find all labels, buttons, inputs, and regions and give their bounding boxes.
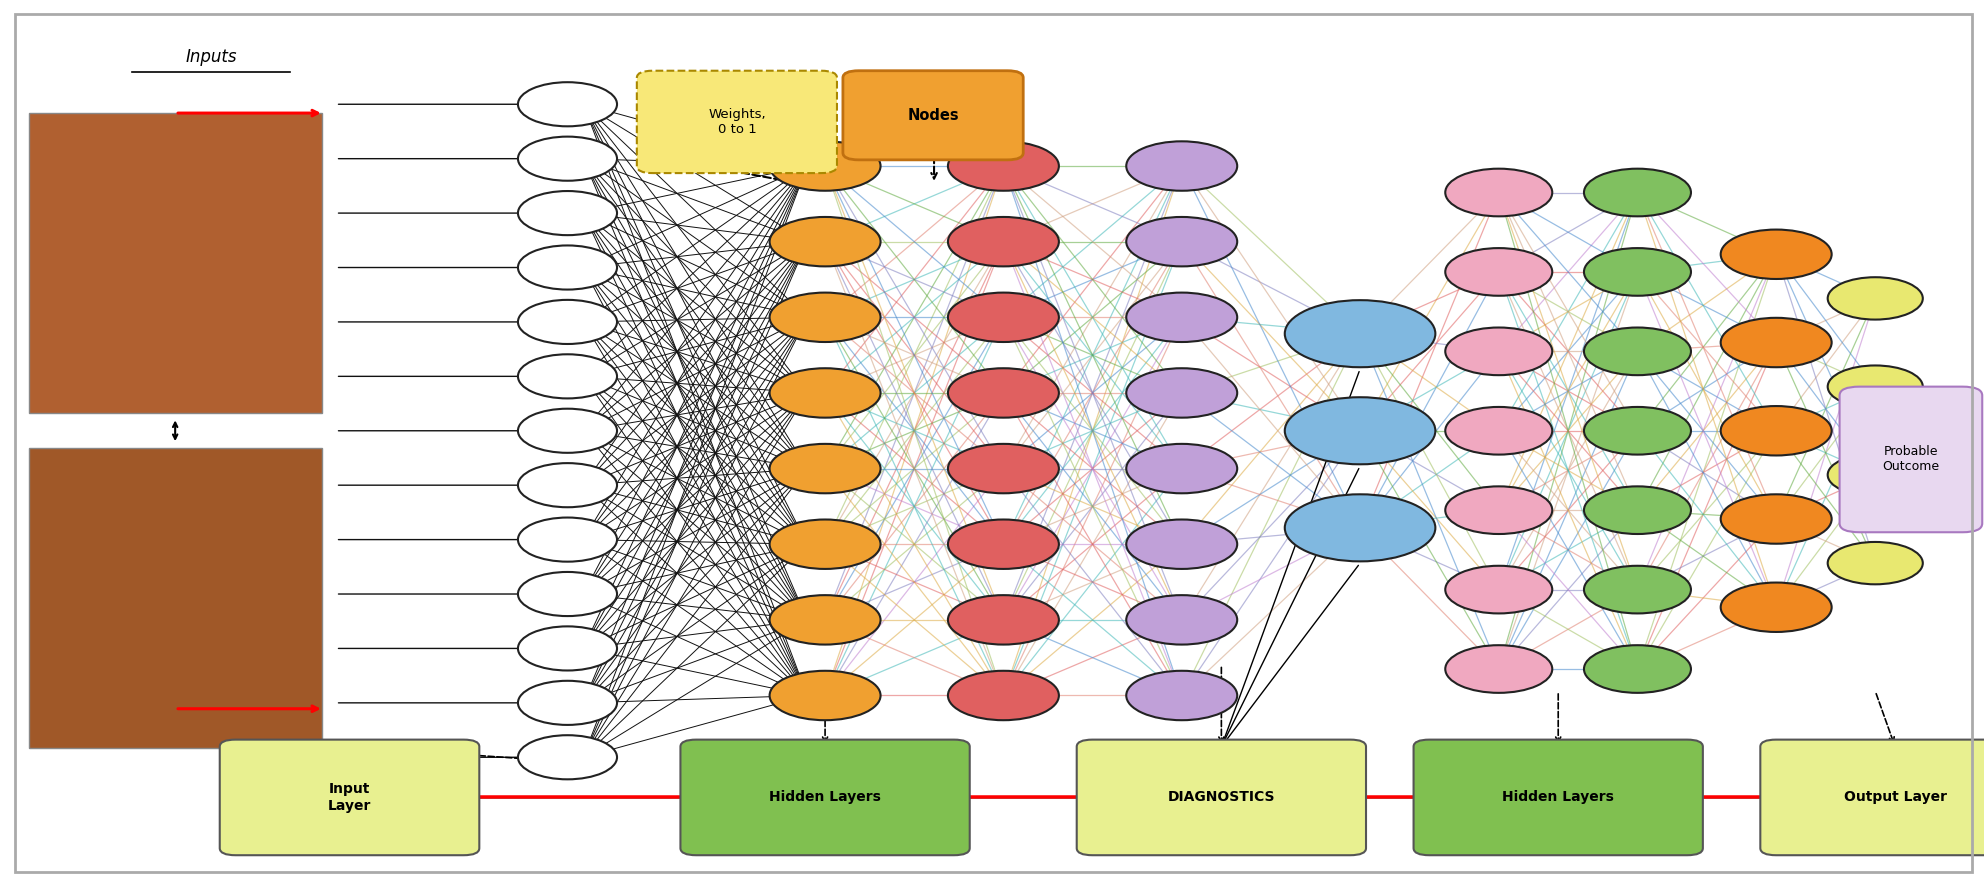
Text: Hidden Layers: Hidden Layers bbox=[769, 790, 880, 805]
Circle shape bbox=[1127, 519, 1238, 569]
Circle shape bbox=[519, 137, 618, 181]
Circle shape bbox=[948, 670, 1059, 720]
Circle shape bbox=[1584, 407, 1691, 455]
Circle shape bbox=[1584, 566, 1691, 614]
Circle shape bbox=[1286, 397, 1435, 464]
Circle shape bbox=[948, 369, 1059, 417]
Text: Weights,
0 to 1: Weights, 0 to 1 bbox=[707, 108, 765, 136]
FancyBboxPatch shape bbox=[842, 71, 1023, 160]
Circle shape bbox=[948, 519, 1059, 569]
Circle shape bbox=[1127, 444, 1238, 494]
Circle shape bbox=[1584, 487, 1691, 534]
Circle shape bbox=[1445, 407, 1552, 455]
Circle shape bbox=[948, 217, 1059, 266]
Circle shape bbox=[1127, 369, 1238, 417]
Circle shape bbox=[1286, 495, 1435, 561]
Circle shape bbox=[519, 464, 618, 507]
Circle shape bbox=[769, 217, 880, 266]
Circle shape bbox=[519, 572, 618, 616]
Bar bbox=[28, 448, 322, 749]
Circle shape bbox=[519, 191, 618, 235]
Circle shape bbox=[1127, 141, 1238, 191]
Circle shape bbox=[1445, 248, 1552, 296]
FancyBboxPatch shape bbox=[1760, 740, 1987, 855]
Circle shape bbox=[1584, 169, 1691, 217]
Circle shape bbox=[769, 670, 880, 720]
Circle shape bbox=[1127, 217, 1238, 266]
Circle shape bbox=[948, 444, 1059, 494]
Circle shape bbox=[1445, 566, 1552, 614]
Circle shape bbox=[948, 141, 1059, 191]
Circle shape bbox=[769, 519, 880, 569]
Circle shape bbox=[519, 518, 618, 561]
Circle shape bbox=[1584, 328, 1691, 375]
Circle shape bbox=[519, 681, 618, 725]
Text: Probable
Outcome: Probable Outcome bbox=[1882, 446, 1939, 473]
Circle shape bbox=[1445, 328, 1552, 375]
Circle shape bbox=[519, 300, 618, 344]
Circle shape bbox=[1721, 406, 1832, 456]
Circle shape bbox=[769, 369, 880, 417]
FancyBboxPatch shape bbox=[638, 71, 837, 173]
Circle shape bbox=[519, 83, 618, 126]
Bar bbox=[28, 113, 322, 413]
Circle shape bbox=[1828, 277, 1923, 320]
Circle shape bbox=[1828, 366, 1923, 408]
Circle shape bbox=[519, 735, 618, 780]
Circle shape bbox=[769, 595, 880, 645]
Circle shape bbox=[1445, 487, 1552, 534]
Circle shape bbox=[1721, 495, 1832, 543]
Circle shape bbox=[519, 408, 618, 453]
Circle shape bbox=[1828, 454, 1923, 496]
Circle shape bbox=[1127, 670, 1238, 720]
Circle shape bbox=[1721, 318, 1832, 368]
Text: Inputs: Inputs bbox=[185, 48, 236, 67]
Circle shape bbox=[1286, 300, 1435, 368]
Circle shape bbox=[519, 626, 618, 670]
Circle shape bbox=[519, 354, 618, 399]
Circle shape bbox=[1445, 646, 1552, 693]
Circle shape bbox=[948, 293, 1059, 342]
Circle shape bbox=[769, 444, 880, 494]
Circle shape bbox=[1445, 169, 1552, 217]
Circle shape bbox=[769, 141, 880, 191]
Circle shape bbox=[1584, 646, 1691, 693]
Circle shape bbox=[1828, 542, 1923, 584]
Circle shape bbox=[1721, 230, 1832, 279]
FancyBboxPatch shape bbox=[221, 740, 479, 855]
Circle shape bbox=[1127, 595, 1238, 645]
FancyBboxPatch shape bbox=[1077, 740, 1365, 855]
Circle shape bbox=[769, 293, 880, 342]
Circle shape bbox=[1584, 248, 1691, 296]
Text: Output Layer: Output Layer bbox=[1844, 790, 1947, 805]
Circle shape bbox=[948, 595, 1059, 645]
FancyBboxPatch shape bbox=[1413, 740, 1703, 855]
Text: Input
Layer: Input Layer bbox=[328, 782, 372, 813]
Text: Hidden Layers: Hidden Layers bbox=[1502, 790, 1613, 805]
Text: DIAGNOSTICS: DIAGNOSTICS bbox=[1168, 790, 1276, 805]
Circle shape bbox=[1721, 583, 1832, 632]
FancyBboxPatch shape bbox=[1840, 386, 1983, 532]
Circle shape bbox=[1127, 293, 1238, 342]
Circle shape bbox=[519, 245, 618, 289]
FancyBboxPatch shape bbox=[680, 740, 970, 855]
Text: Nodes: Nodes bbox=[908, 107, 960, 123]
